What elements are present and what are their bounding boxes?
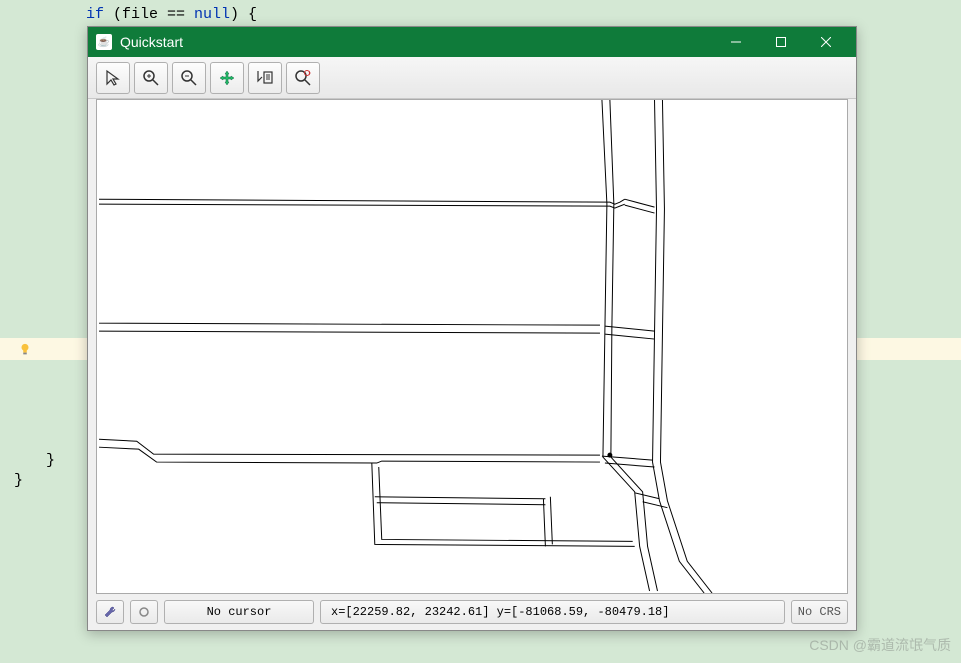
wrench-icon: [103, 605, 117, 619]
identify-tool[interactable]: [248, 62, 282, 94]
code-line-1: if (file == null) {: [86, 4, 257, 25]
java-icon: ☕: [96, 34, 112, 50]
code-brace-close-1: }: [46, 452, 55, 469]
window-title: Quickstart: [120, 34, 713, 50]
quickstart-window: ☕ Quickstart: [87, 26, 857, 631]
titlebar[interactable]: ☕ Quickstart: [88, 27, 856, 57]
code-editor-background: if (file == null) {: [0, 0, 257, 25]
minimize-button[interactable]: [713, 27, 758, 57]
keyword-null: null: [194, 6, 230, 23]
status-tool-button[interactable]: [96, 600, 124, 624]
status-coords: x=[22259.82, 23242.61] y=[-81068.59, -80…: [320, 600, 785, 624]
maximize-button[interactable]: [758, 27, 803, 57]
code-brace-close-2: }: [14, 472, 23, 489]
status-circle-button[interactable]: [130, 600, 158, 624]
zoom-out-tool[interactable]: [172, 62, 206, 94]
circle-icon: [138, 606, 150, 618]
lightbulb-icon[interactable]: [18, 343, 32, 357]
select-tool[interactable]: [96, 62, 130, 94]
keyword-if: if: [86, 6, 104, 23]
map-canvas[interactable]: [96, 99, 848, 594]
watermark-text: CSDN @霸道流氓气质: [809, 635, 951, 655]
toolbar: [88, 57, 856, 99]
close-button[interactable]: [803, 27, 848, 57]
status-cursor: No cursor: [164, 600, 314, 624]
map-content: [97, 100, 847, 593]
status-crs[interactable]: No CRS: [791, 600, 848, 624]
zoom-in-tool[interactable]: [134, 62, 168, 94]
window-controls: [713, 27, 848, 57]
statusbar: No cursor x=[22259.82, 23242.61] y=[-810…: [96, 598, 848, 626]
pan-tool[interactable]: [210, 62, 244, 94]
feature-tool[interactable]: [286, 62, 320, 94]
